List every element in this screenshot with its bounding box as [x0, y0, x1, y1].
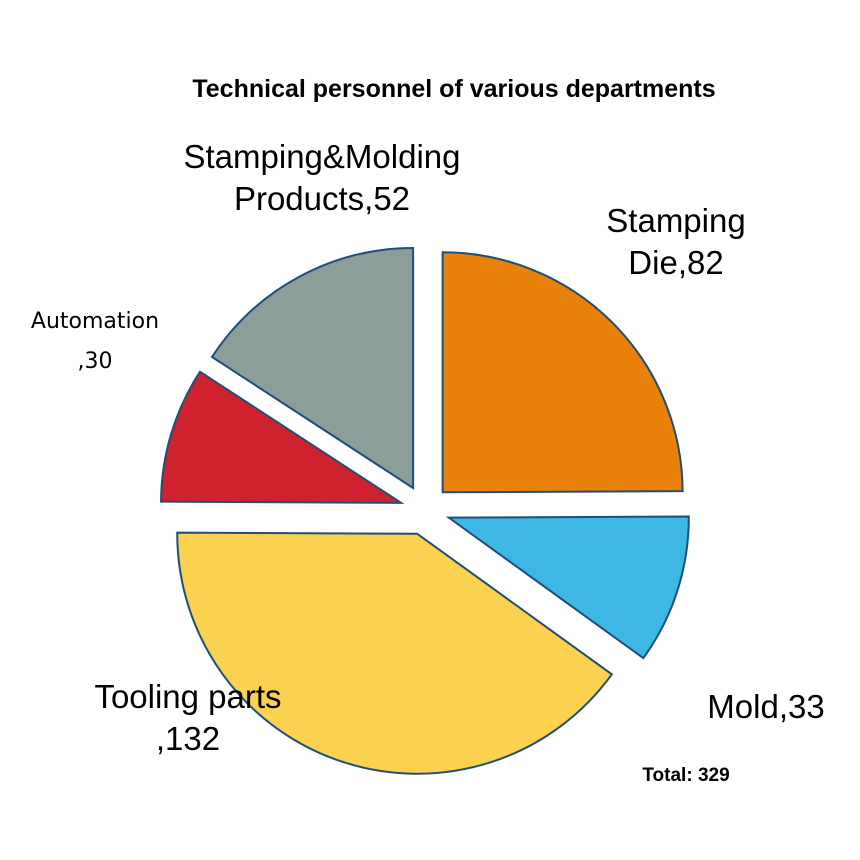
slice-label: Automation — [31, 309, 159, 334]
pie-slice-mold — [445, 515, 690, 660]
slice-label: ,132 — [156, 720, 220, 757]
pie-slice-automation — [160, 370, 405, 504]
pie-slice-tooling-parts — [176, 531, 614, 775]
slice-label: ,30 — [78, 349, 113, 374]
slice-label: Die,82 — [628, 244, 723, 281]
slice-label: Mold,33 — [707, 688, 824, 725]
slice-label: Tooling parts — [94, 678, 281, 715]
chart-title: Technical personnel of various departmen… — [192, 75, 715, 103]
total-label: Total: 329 — [642, 765, 729, 786]
pie-slice-stamping-molding-products — [210, 247, 415, 490]
pie-slice-stamping-die — [441, 251, 684, 494]
slice-label: Stamping — [606, 202, 745, 239]
slice-label: Products,52 — [234, 180, 410, 217]
slice-label: Stamping&Molding — [184, 138, 461, 175]
